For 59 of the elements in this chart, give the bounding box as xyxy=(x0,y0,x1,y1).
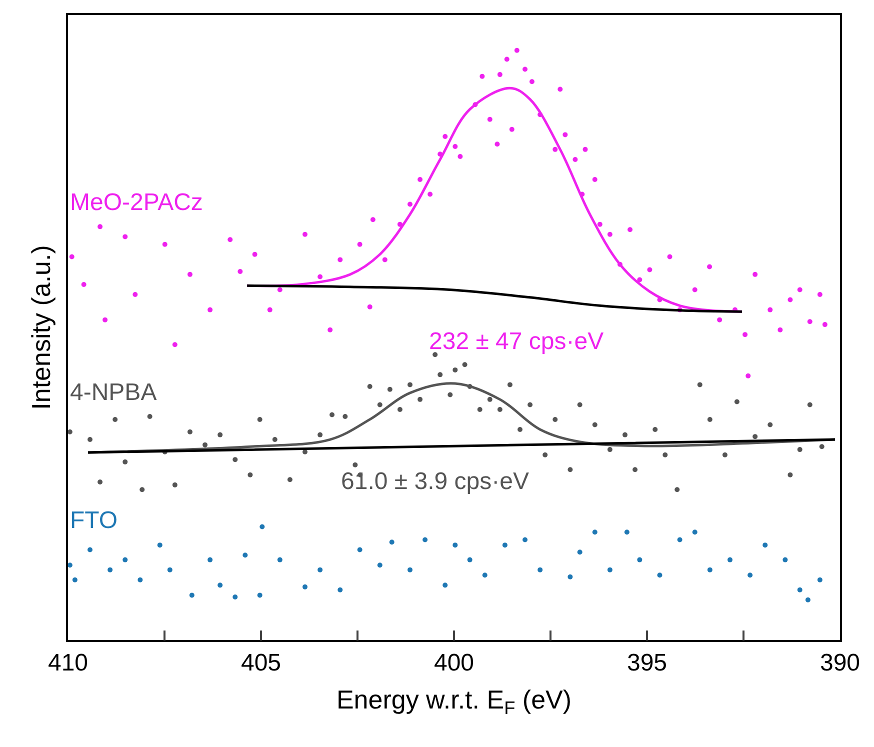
point xyxy=(157,542,162,548)
point xyxy=(338,587,343,592)
series-label: 4-NPBA xyxy=(70,379,157,406)
y-axis-title: Intensity (a.u.) xyxy=(26,245,56,410)
point xyxy=(389,540,394,545)
point xyxy=(122,557,128,562)
point xyxy=(257,592,262,598)
annotation: 232 ± 47 cps·eV xyxy=(429,328,604,355)
series-label: MeO-2PACz xyxy=(70,189,203,216)
x-tick-label: 395 xyxy=(626,650,668,677)
point xyxy=(637,557,642,562)
series-label: FTO xyxy=(70,507,118,534)
point xyxy=(422,537,428,542)
point xyxy=(189,592,194,598)
point xyxy=(727,557,732,562)
x-axis-title: Energy w.r.t. E$_{F}$ (eV) xyxy=(336,684,572,718)
point xyxy=(482,572,488,578)
point xyxy=(88,547,92,552)
point xyxy=(138,577,143,582)
point xyxy=(302,584,308,590)
point xyxy=(805,597,810,602)
point xyxy=(748,572,753,578)
point xyxy=(677,537,682,542)
point xyxy=(442,582,448,588)
point xyxy=(277,557,282,562)
point xyxy=(817,577,822,582)
point xyxy=(707,567,712,572)
x-tick-label: 410 xyxy=(48,650,88,677)
point xyxy=(607,567,612,572)
point xyxy=(218,582,223,588)
point xyxy=(72,577,78,582)
point xyxy=(377,562,382,568)
point xyxy=(232,594,238,600)
point xyxy=(624,530,630,535)
point xyxy=(797,587,802,592)
point xyxy=(357,547,362,552)
point xyxy=(68,562,72,568)
point xyxy=(242,552,248,558)
x-tick-label: 390 xyxy=(820,650,860,677)
point xyxy=(657,572,662,578)
point xyxy=(782,557,788,562)
point xyxy=(577,550,582,555)
point xyxy=(208,557,213,562)
point xyxy=(467,557,472,562)
point xyxy=(260,524,265,530)
point xyxy=(538,567,543,572)
point xyxy=(692,530,698,535)
point xyxy=(408,567,412,572)
x-tick-label: 400 xyxy=(434,650,474,677)
x-tick-label: 405 xyxy=(240,650,282,677)
point xyxy=(318,567,323,572)
point xyxy=(568,574,573,580)
point xyxy=(167,567,172,572)
point xyxy=(502,542,508,548)
point xyxy=(452,542,458,548)
point xyxy=(762,542,768,548)
point xyxy=(592,530,598,535)
point xyxy=(522,537,528,542)
point xyxy=(108,567,113,572)
